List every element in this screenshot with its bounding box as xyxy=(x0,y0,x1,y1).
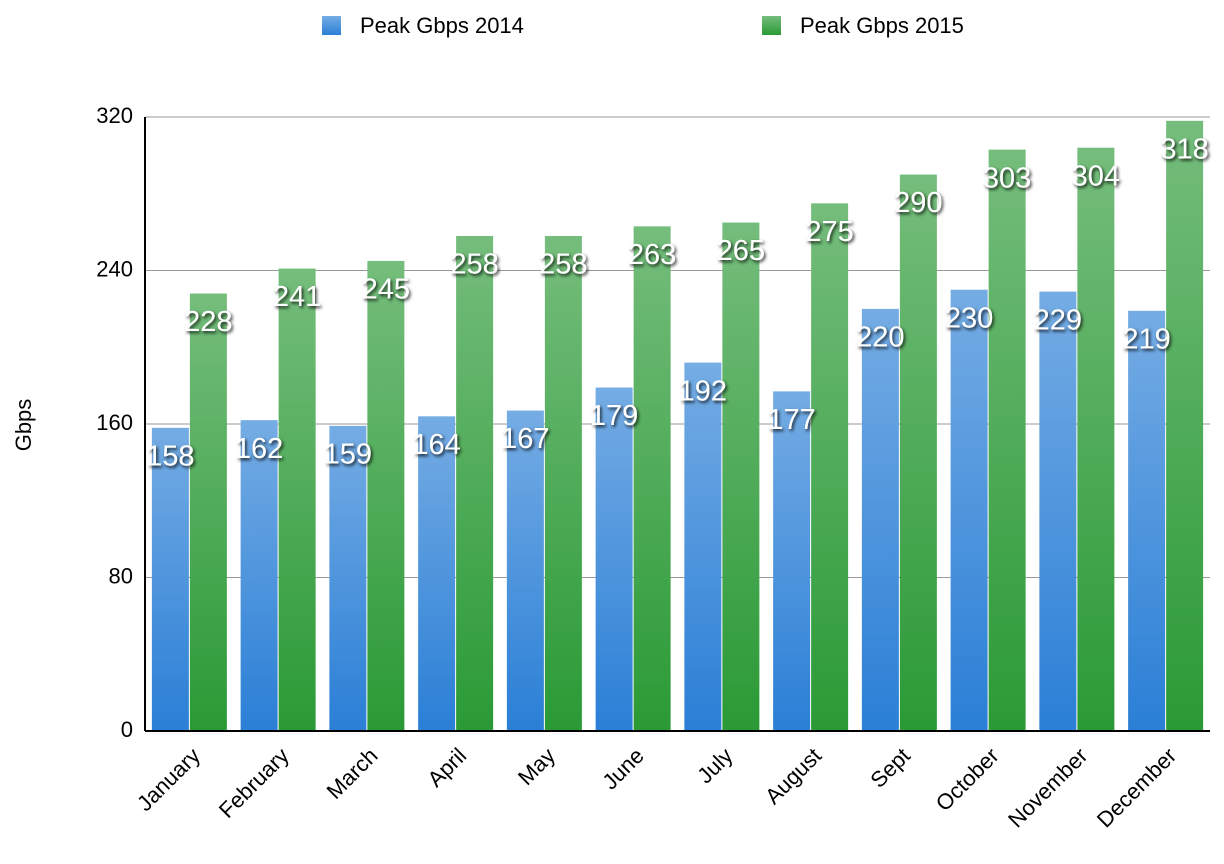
data-label: 179 xyxy=(590,400,638,432)
bar xyxy=(950,289,988,731)
bar xyxy=(544,235,582,731)
bar xyxy=(189,293,227,731)
data-label: 258 xyxy=(450,249,498,281)
bar xyxy=(595,387,633,731)
bar xyxy=(899,174,937,731)
bar xyxy=(367,260,405,731)
data-label: 167 xyxy=(501,423,549,455)
y-tick-label: 80 xyxy=(109,563,133,588)
bar xyxy=(418,416,456,731)
data-label: 303 xyxy=(983,162,1031,194)
bar xyxy=(278,268,316,731)
bar xyxy=(329,425,367,731)
bar xyxy=(1039,291,1077,731)
data-label: 258 xyxy=(539,249,587,281)
x-tick-label: February xyxy=(214,743,294,823)
bar xyxy=(684,362,722,731)
bar xyxy=(1077,147,1115,731)
x-tick-label: July xyxy=(692,743,737,788)
legend-label: Peak Gbps 2014 xyxy=(360,13,524,38)
legend-label: Peak Gbps 2015 xyxy=(800,13,964,38)
data-label: 159 xyxy=(324,439,372,471)
data-label: 318 xyxy=(1160,133,1208,165)
data-label: 220 xyxy=(856,322,904,354)
x-tick-label: Sept xyxy=(865,743,915,793)
data-label: 219 xyxy=(1122,323,1170,355)
data-label: 265 xyxy=(717,235,765,267)
x-tick-label: January xyxy=(132,743,205,816)
data-label: 192 xyxy=(679,375,727,407)
bar xyxy=(861,308,899,731)
y-axis-label: Gbps xyxy=(11,399,36,452)
y-tick-label: 240 xyxy=(96,256,133,281)
x-tick-label: August xyxy=(760,743,826,809)
data-label: 263 xyxy=(628,239,676,271)
data-label: 245 xyxy=(362,274,410,306)
x-tick-label: March xyxy=(322,743,383,804)
data-label: 229 xyxy=(1034,304,1082,336)
data-label: 290 xyxy=(894,187,942,219)
data-label: 228 xyxy=(184,306,232,338)
bar xyxy=(456,235,494,731)
x-tick-label: October xyxy=(931,743,1004,816)
data-label: 241 xyxy=(273,281,321,313)
bar xyxy=(151,427,189,731)
data-label: 177 xyxy=(767,404,815,436)
bar xyxy=(722,222,760,731)
bar xyxy=(811,203,849,731)
bar xyxy=(240,420,278,731)
data-label: 304 xyxy=(1072,160,1120,192)
y-tick-label: 160 xyxy=(96,410,133,435)
x-tick-label: December xyxy=(1092,743,1181,832)
legend-swatch xyxy=(762,16,781,35)
y-tick-label: 0 xyxy=(121,717,133,742)
y-tick-label: 320 xyxy=(96,103,133,128)
bar xyxy=(633,226,671,731)
bar xyxy=(1166,120,1204,731)
bar xyxy=(1128,310,1166,731)
x-tick-label: May xyxy=(513,743,560,790)
bar xyxy=(988,149,1026,731)
x-tick-label: April xyxy=(422,743,471,792)
data-label: 275 xyxy=(805,216,853,248)
bar xyxy=(506,410,544,731)
data-label: 158 xyxy=(146,440,194,472)
data-label: 164 xyxy=(412,429,460,461)
data-label: 162 xyxy=(235,433,283,465)
bar xyxy=(773,391,811,731)
data-label: 230 xyxy=(945,302,993,334)
legend-swatch xyxy=(322,16,341,35)
x-tick-label: November xyxy=(1003,743,1092,832)
x-tick-label: June xyxy=(597,743,648,794)
